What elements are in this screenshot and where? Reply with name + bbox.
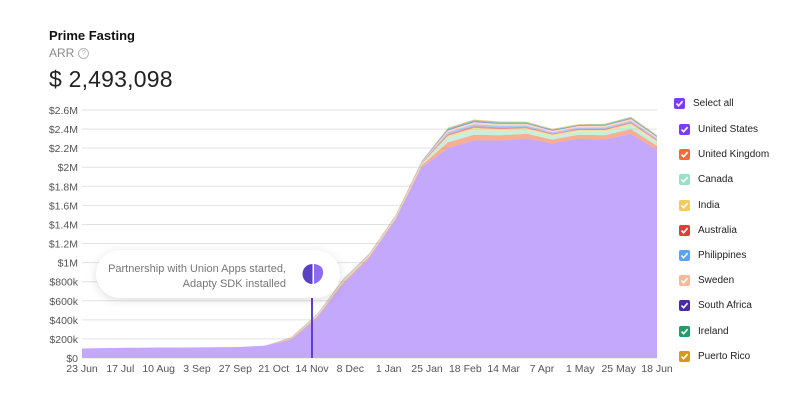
legend-label: Australia: [698, 224, 737, 236]
metric-header: ARR ?: [49, 46, 90, 60]
legend-item-united-kingdom[interactable]: United Kingdom: [679, 149, 770, 161]
checkbox-checked-icon[interactable]: [679, 250, 690, 261]
legend-item-united-states[interactable]: United States: [679, 124, 758, 135]
y-tick-label: $1.8M: [49, 181, 78, 193]
checkbox-checked-icon[interactable]: [679, 149, 690, 161]
y-tick-label: $600k: [49, 296, 78, 308]
annotation-callout[interactable]: Partnership with Union Apps started, Ada…: [96, 250, 340, 298]
annotation-text: Partnership with Union Apps started, Ada…: [108, 262, 286, 292]
y-tick-label: $1.6M: [49, 200, 78, 212]
legend-item-australia[interactable]: Australia: [679, 224, 737, 236]
checkbox-checked-icon[interactable]: [679, 350, 690, 362]
checkbox-checked-icon[interactable]: [679, 275, 690, 287]
x-tick-label: 14 Nov: [295, 363, 329, 375]
legend-item-canada[interactable]: Canada: [679, 174, 734, 186]
y-tick-label: $2.4M: [49, 124, 78, 136]
x-tick-label: 18 Jun: [641, 363, 673, 375]
x-tick-label: 25 Jan: [411, 363, 443, 375]
legend-label: United States: [698, 124, 759, 135]
legend-item-sweden[interactable]: Sweden: [679, 275, 735, 287]
x-tick-label: 21 Oct: [258, 363, 289, 375]
checkbox-checked-icon[interactable]: [679, 124, 690, 135]
annotation-line-1: Partnership with Union Apps started,: [108, 263, 286, 275]
legend-label: Canada: [698, 174, 734, 186]
y-tick-label: $2.6M: [49, 105, 78, 117]
app-title: Prime Fasting: [49, 28, 135, 43]
checkbox-checked-icon[interactable]: [674, 98, 685, 109]
legend-label: Philippines: [698, 250, 747, 261]
y-tick-label: $0: [66, 353, 78, 365]
checkbox-checked-icon[interactable]: [679, 325, 690, 337]
x-tick-label: 10 Aug: [142, 363, 175, 375]
legend-item-ireland[interactable]: Ireland: [679, 325, 729, 337]
checkbox-checked-icon[interactable]: [679, 224, 690, 236]
legend-item-puerto-rico[interactable]: Puerto Rico: [679, 350, 751, 362]
x-tick-label: 7 Apr: [530, 363, 555, 375]
legend-label: Puerto Rico: [698, 350, 751, 362]
x-tick-label: 27 Sep: [219, 363, 252, 375]
checkbox-checked-icon[interactable]: [679, 300, 690, 312]
y-tick-label: $2M: [58, 162, 78, 174]
legend-item-select-all[interactable]: Select all: [674, 98, 734, 109]
checkbox-checked-icon[interactable]: [679, 174, 690, 186]
legend-label: South Africa: [698, 300, 752, 312]
adapty-logo-icon: [302, 264, 324, 284]
area-series-united-states: [82, 133, 657, 358]
y-tick-label: $2.2M: [49, 143, 78, 155]
legend-label: Select all: [693, 98, 734, 109]
y-tick-label: $200k: [49, 334, 78, 346]
checkbox-checked-icon[interactable]: [679, 199, 690, 211]
x-tick-label: 3 Sep: [183, 363, 211, 375]
y-tick-label: $1M: [58, 258, 78, 270]
x-tick-label: 8 Dec: [337, 363, 364, 375]
y-tick-label: $800k: [49, 277, 78, 289]
x-tick-label: 17 Jul: [106, 363, 134, 375]
x-tick-label: 25 May: [601, 363, 636, 375]
legend-label: India: [698, 199, 720, 211]
info-icon[interactable]: ?: [78, 47, 90, 59]
x-tick-label: 1 Jan: [376, 363, 402, 375]
legend-label: United Kingdom: [698, 149, 770, 161]
y-tick-label: $1.4M: [49, 219, 78, 231]
metric-value: $ 2,493,098: [49, 66, 173, 92]
legend-label: Sweden: [698, 275, 735, 287]
x-tick-label: 14 Mar: [487, 363, 520, 375]
legend-item-philippines[interactable]: Philippines: [679, 250, 746, 261]
x-tick-label: 18 Feb: [449, 363, 482, 375]
annotation-line-2: Adapty SDK installed: [182, 278, 286, 290]
legend-item-south-africa[interactable]: South Africa: [679, 300, 752, 312]
legend-label: Ireland: [698, 325, 729, 337]
x-tick-label: 23 Jun: [66, 363, 98, 375]
metric-label: ARR: [49, 46, 75, 60]
legend-item-india[interactable]: India: [679, 199, 720, 211]
x-tick-label: 1 May: [566, 363, 595, 375]
y-tick-label: $1.2M: [49, 239, 78, 251]
y-tick-label: $400k: [49, 315, 78, 327]
